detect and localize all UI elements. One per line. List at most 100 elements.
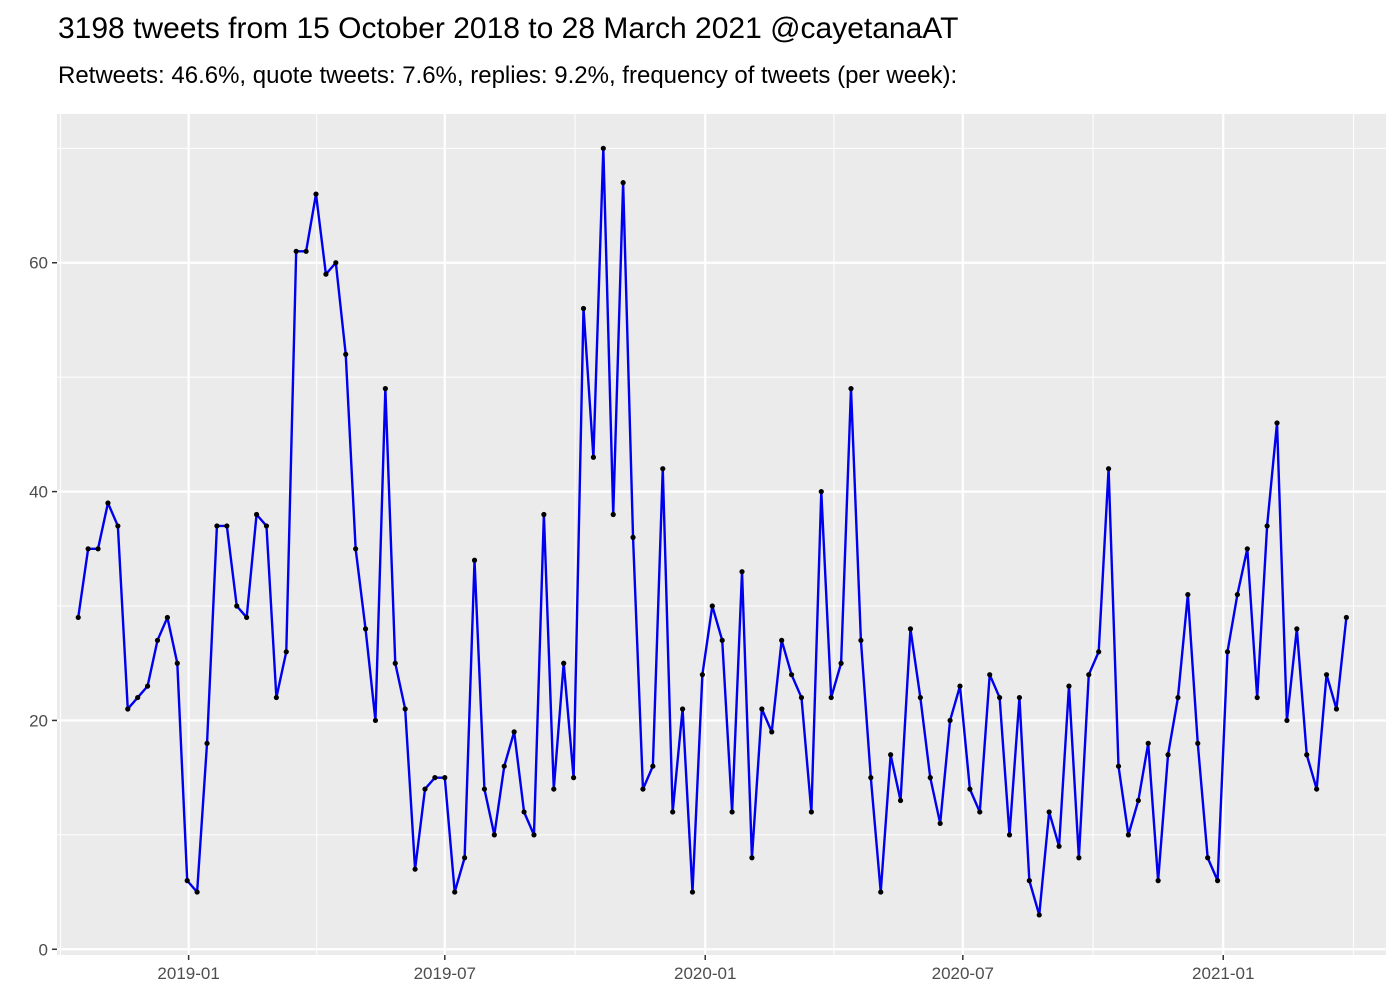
data-point bbox=[422, 786, 428, 792]
data-point bbox=[937, 820, 943, 827]
data-point bbox=[749, 855, 755, 861]
y-tick-label: 20 bbox=[29, 711, 48, 730]
data-point bbox=[1343, 614, 1349, 621]
x-axis: 2019-01 2019-07 2020-01 2020-07 2021-01 bbox=[157, 955, 1254, 983]
data-point bbox=[452, 889, 458, 895]
data-point bbox=[1086, 672, 1092, 678]
data-point bbox=[1076, 855, 1082, 861]
data-point bbox=[709, 603, 715, 609]
data-point bbox=[244, 614, 250, 621]
data-point bbox=[947, 717, 953, 724]
data-point bbox=[630, 534, 636, 540]
x-tick-label: 2019-01 bbox=[157, 964, 219, 983]
data-point bbox=[1165, 752, 1171, 758]
data-point bbox=[848, 386, 854, 392]
data-point bbox=[551, 786, 557, 792]
data-point bbox=[779, 637, 785, 643]
data-point bbox=[997, 694, 1003, 701]
data-point bbox=[234, 603, 240, 609]
data-point bbox=[481, 786, 488, 792]
data-point bbox=[1066, 683, 1072, 689]
data-point bbox=[670, 809, 676, 815]
data-point bbox=[897, 797, 904, 804]
data-point bbox=[343, 351, 349, 357]
data-point bbox=[1016, 694, 1023, 701]
x-tick-label: 2020-07 bbox=[932, 964, 994, 983]
data-point bbox=[224, 523, 230, 529]
data-point bbox=[561, 660, 567, 666]
y-axis: 0 20 40 60 bbox=[29, 254, 57, 959]
data-points bbox=[75, 145, 1349, 918]
data-point bbox=[1214, 878, 1221, 884]
data-point bbox=[1125, 832, 1132, 838]
data-point bbox=[392, 660, 398, 666]
data-point bbox=[640, 786, 646, 792]
data-point bbox=[313, 191, 319, 197]
data-point bbox=[1195, 740, 1201, 746]
data-point bbox=[1135, 797, 1141, 804]
data-point bbox=[471, 557, 478, 563]
data-point bbox=[293, 248, 299, 254]
data-point bbox=[174, 660, 180, 666]
data-point bbox=[501, 763, 507, 769]
data-point bbox=[1323, 672, 1330, 678]
data-point bbox=[570, 775, 577, 781]
data-point bbox=[382, 386, 388, 392]
data-point bbox=[1096, 649, 1102, 655]
data-point bbox=[154, 637, 161, 643]
data-point bbox=[491, 832, 497, 838]
grid-major bbox=[57, 114, 1386, 955]
y-tick-label: 0 bbox=[39, 940, 48, 959]
y-tick-label: 60 bbox=[29, 254, 48, 273]
data-point bbox=[353, 546, 359, 552]
data-point bbox=[1006, 832, 1013, 838]
data-point bbox=[907, 626, 914, 632]
data-point bbox=[432, 775, 438, 781]
chart-title: 3198 tweets from 15 October 2018 to 28 M… bbox=[58, 12, 959, 45]
data-point bbox=[580, 305, 587, 312]
data-point bbox=[957, 683, 963, 689]
data-point bbox=[541, 511, 547, 518]
data-point bbox=[798, 694, 805, 701]
data-point bbox=[333, 260, 339, 266]
data-point bbox=[1234, 591, 1240, 598]
data-point bbox=[590, 454, 597, 460]
y-tick-label: 40 bbox=[29, 483, 48, 502]
data-point bbox=[144, 683, 151, 689]
data-point bbox=[75, 614, 81, 621]
data-point bbox=[739, 569, 745, 575]
data-point bbox=[1046, 809, 1052, 815]
data-point bbox=[85, 546, 91, 552]
data-point bbox=[1105, 466, 1112, 472]
data-point bbox=[650, 763, 656, 769]
data-point bbox=[600, 145, 606, 151]
data-point bbox=[115, 523, 121, 529]
x-tick-label: 2021-01 bbox=[1192, 964, 1254, 983]
data-point bbox=[838, 660, 844, 666]
data-point bbox=[194, 889, 200, 895]
data-point bbox=[1115, 763, 1122, 769]
data-point bbox=[759, 706, 765, 712]
data-point bbox=[1026, 878, 1032, 884]
data-point bbox=[135, 694, 141, 701]
data-point bbox=[442, 775, 448, 781]
x-tick-label: 2019-07 bbox=[414, 964, 476, 983]
data-point bbox=[263, 523, 270, 529]
data-point bbox=[531, 832, 537, 838]
data-point bbox=[1264, 523, 1270, 529]
data-point bbox=[808, 809, 814, 815]
data-point bbox=[977, 809, 983, 815]
data-point bbox=[1224, 649, 1231, 655]
data-point bbox=[283, 649, 289, 655]
data-point bbox=[462, 855, 468, 861]
data-point bbox=[362, 626, 369, 632]
data-point bbox=[888, 752, 894, 758]
data-point bbox=[858, 637, 864, 643]
data-point bbox=[1205, 855, 1211, 861]
data-point bbox=[1036, 912, 1042, 918]
data-point bbox=[303, 248, 309, 254]
data-point bbox=[273, 694, 279, 701]
plot-panel bbox=[57, 114, 1386, 955]
x-tick-label: 2020-01 bbox=[674, 964, 736, 983]
